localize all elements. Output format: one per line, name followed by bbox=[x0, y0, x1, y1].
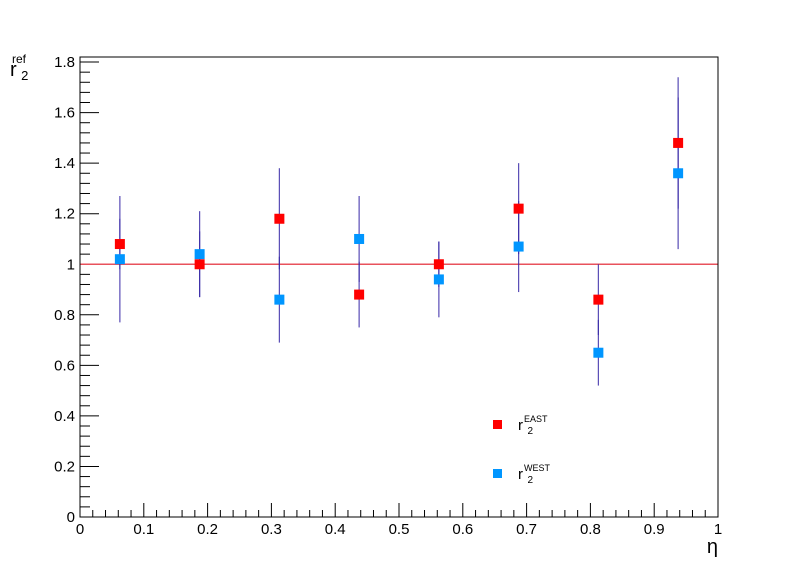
y-tick-label: 0 bbox=[67, 509, 75, 526]
legend-west-subscript: 2 bbox=[527, 475, 533, 486]
y-tick-label: 0.2 bbox=[54, 458, 75, 475]
plot-frame bbox=[79, 56, 719, 518]
x-tick-label: 0.1 bbox=[133, 521, 154, 538]
legend-entry-east: r 2 EAST bbox=[518, 414, 548, 438]
data-point-east bbox=[433, 259, 444, 270]
data-point-west bbox=[513, 241, 524, 252]
data-point-east bbox=[274, 213, 285, 224]
y-axis-title: r 2 ref bbox=[10, 52, 33, 84]
legend-entry-west: r 2 WEST bbox=[518, 463, 551, 487]
y-tick-label: 1 bbox=[67, 256, 75, 273]
legend-marker-west bbox=[493, 469, 502, 478]
legend: r 2 EAST r 2 WEST bbox=[493, 414, 551, 487]
data-point-east bbox=[673, 137, 684, 148]
data-point-west bbox=[593, 347, 604, 358]
data-point-west bbox=[274, 294, 285, 305]
x-tick-label: 0.6 bbox=[452, 521, 473, 538]
data-point-east bbox=[513, 203, 524, 214]
data-point-west bbox=[354, 233, 365, 244]
legend-west-base: r bbox=[518, 466, 523, 483]
x-tick-label: 0.2 bbox=[197, 521, 218, 538]
data-point-west bbox=[673, 168, 684, 179]
x-axis-title: η bbox=[707, 536, 718, 558]
data-point-east bbox=[194, 259, 205, 270]
y-tick-label: 0.8 bbox=[54, 307, 75, 324]
legend-east-superscript: EAST bbox=[524, 414, 548, 424]
x-tick-label: 0.4 bbox=[325, 521, 346, 538]
x-tick-label: 1 bbox=[714, 521, 722, 538]
x-tick-label: 0 bbox=[76, 521, 84, 538]
x-tick-label: 0.7 bbox=[516, 521, 537, 538]
y-tick-label: 1.6 bbox=[54, 105, 75, 122]
legend-west-superscript: WEST bbox=[524, 463, 551, 473]
data-point-east bbox=[593, 294, 604, 305]
y-tick-label: 0.4 bbox=[54, 408, 75, 425]
legend-marker-east bbox=[493, 420, 502, 429]
data-point-east bbox=[114, 239, 125, 250]
y-tick-label: 1.2 bbox=[54, 206, 75, 223]
x-tick-label: 0.8 bbox=[580, 521, 601, 538]
data-markers bbox=[114, 137, 684, 358]
y-tick-label: 0.6 bbox=[54, 357, 75, 374]
data-point-west bbox=[433, 274, 444, 285]
data-point-west bbox=[194, 249, 205, 260]
y-tick-label: 1.4 bbox=[54, 155, 75, 172]
legend-east-subscript: 2 bbox=[527, 426, 533, 437]
y-axis-title-superscript: ref bbox=[12, 52, 27, 66]
data-point-west bbox=[114, 254, 125, 265]
x-tick-label: 0.9 bbox=[644, 521, 665, 538]
x-tick-label: 0.3 bbox=[261, 521, 282, 538]
y-axis-title-base: r bbox=[10, 59, 17, 81]
x-tick-label: 0.5 bbox=[389, 521, 410, 538]
y-tick-label: 1.8 bbox=[54, 54, 75, 71]
data-point-east bbox=[354, 289, 365, 300]
y-axis-title-subscript: 2 bbox=[21, 68, 28, 83]
tick-labels: 0 0.1 0.2 0.3 0.4 0.5 0.6 0.7 0.8 0.9 1 0 0.2 0.4 0.6 0… bbox=[54, 54, 722, 538]
legend-east-base: r bbox=[518, 417, 523, 434]
